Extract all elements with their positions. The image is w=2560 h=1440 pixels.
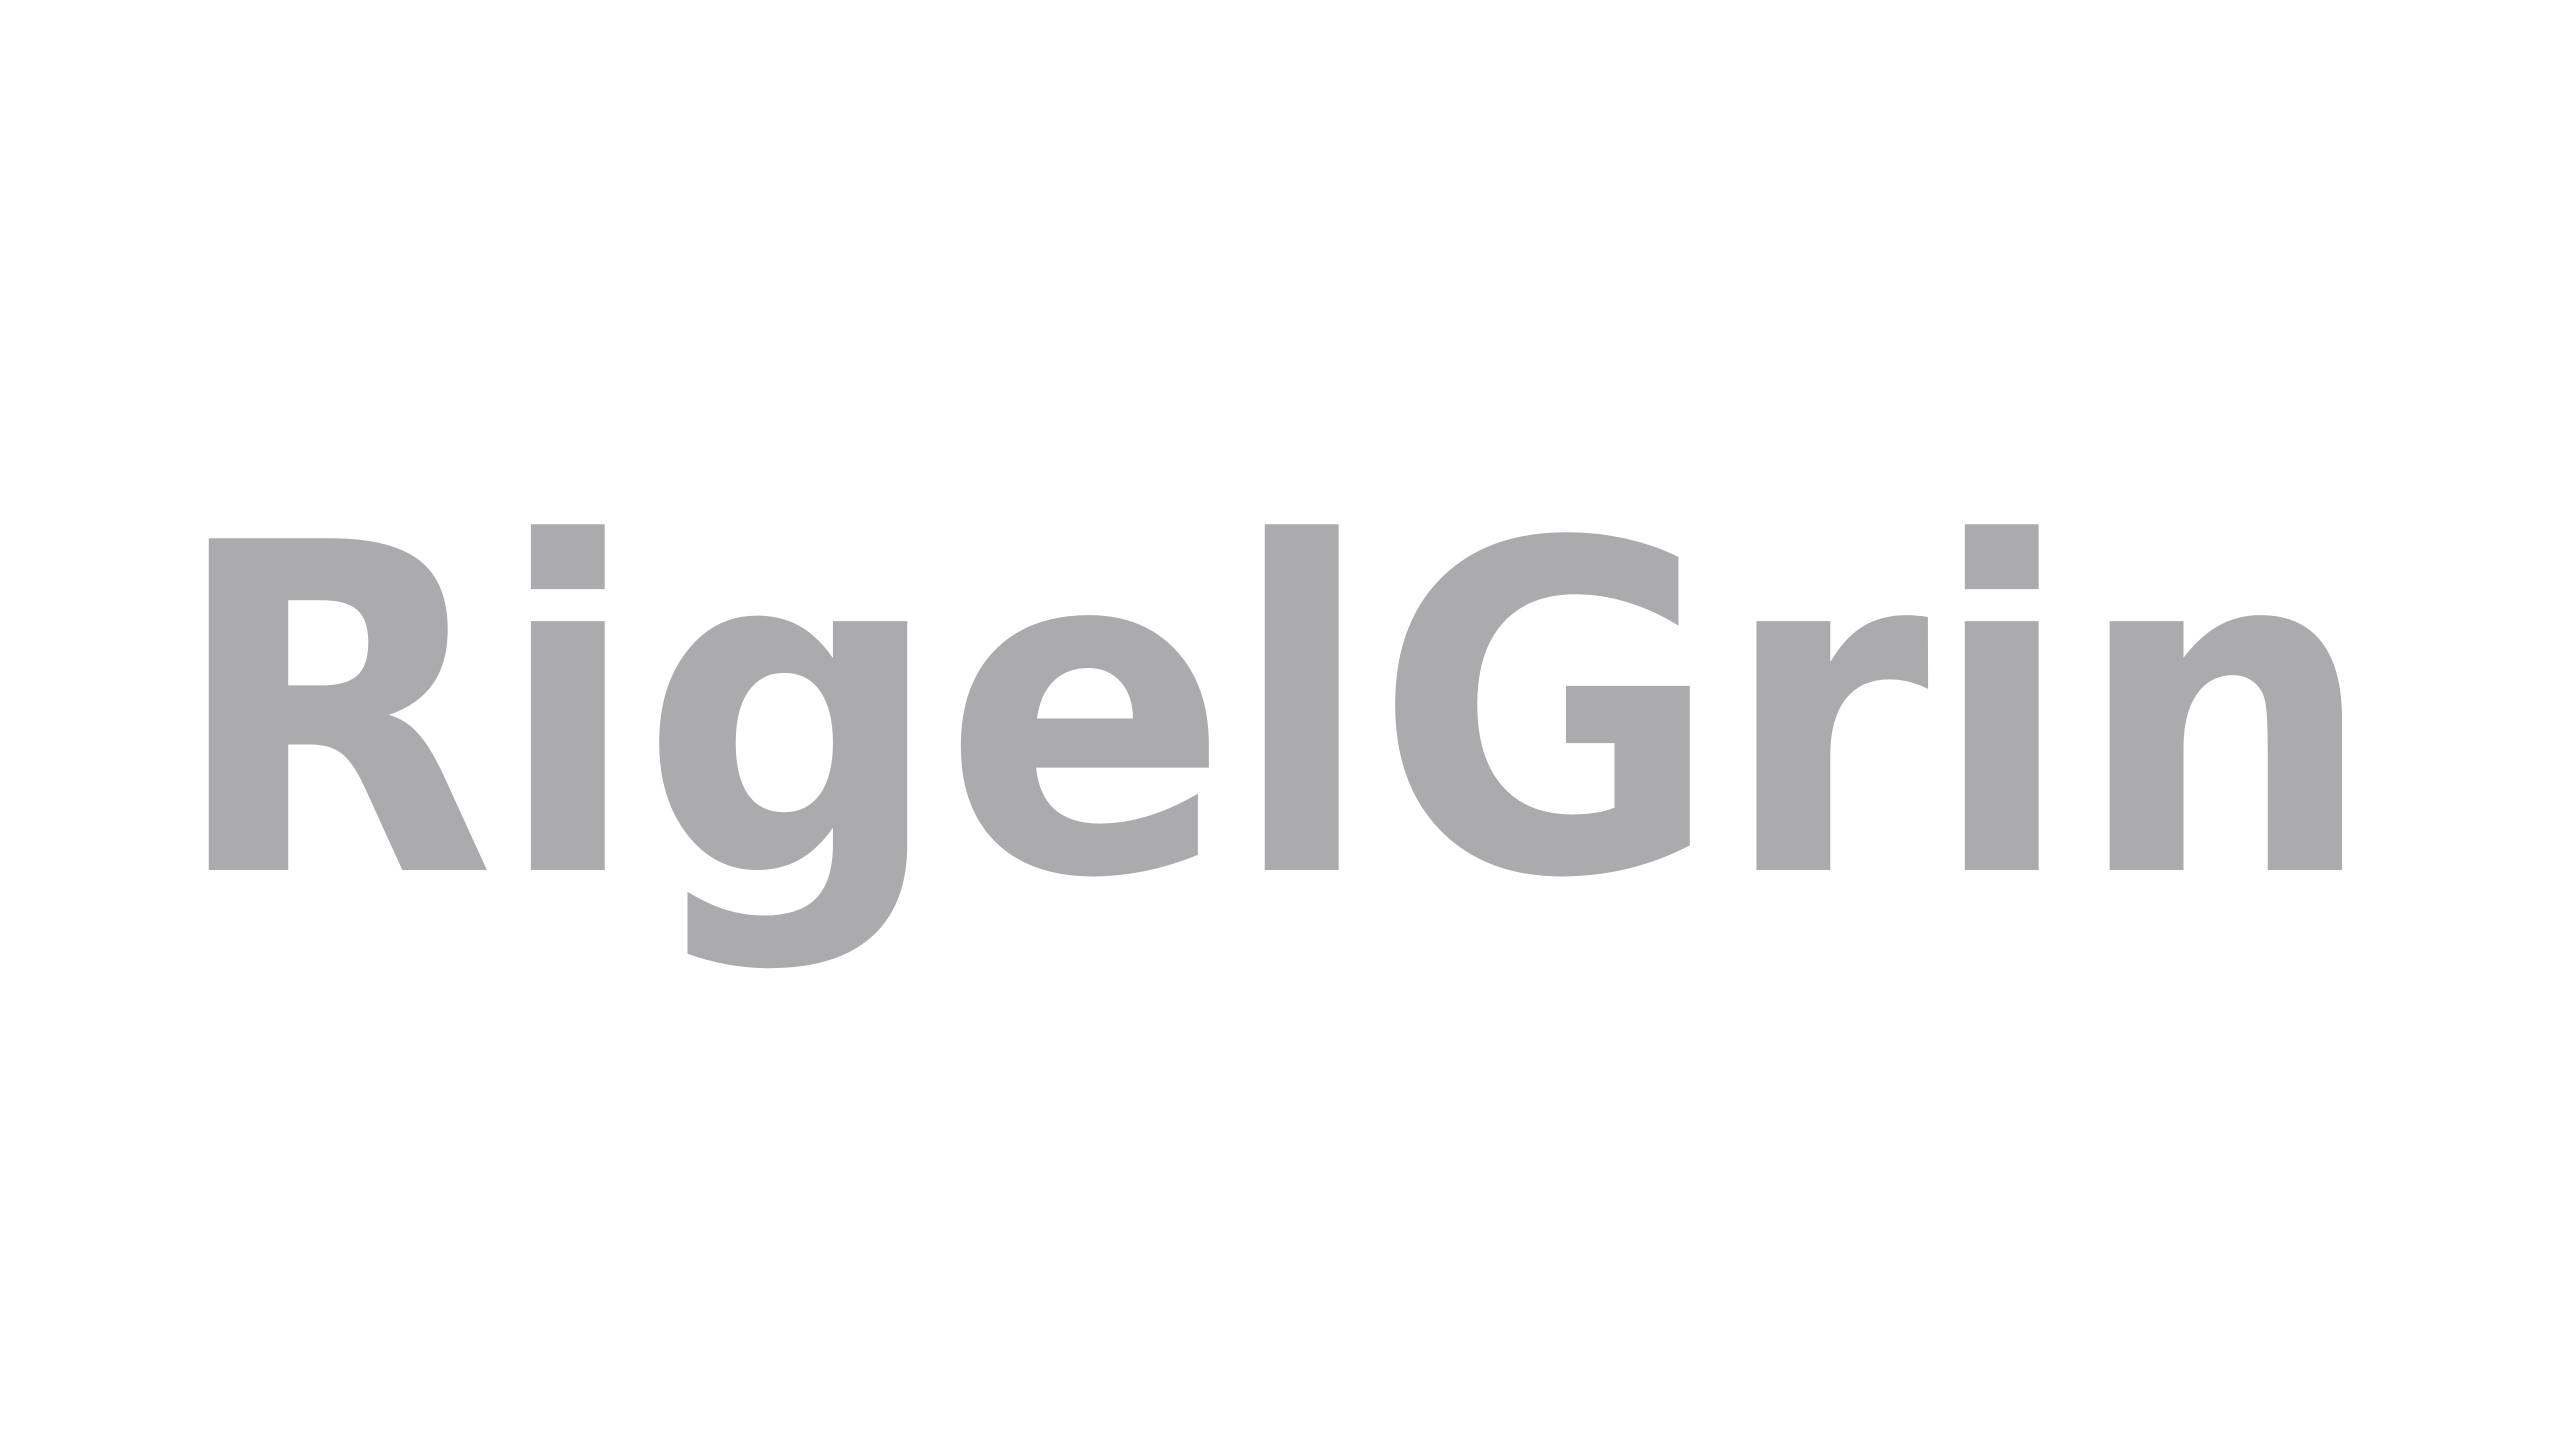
brand-wordmark: RigelGrin [170,465,2390,1025]
wordmark-svg: RigelGrin [170,465,2375,978]
brand-name-text: RigelGrin [170,465,2375,978]
